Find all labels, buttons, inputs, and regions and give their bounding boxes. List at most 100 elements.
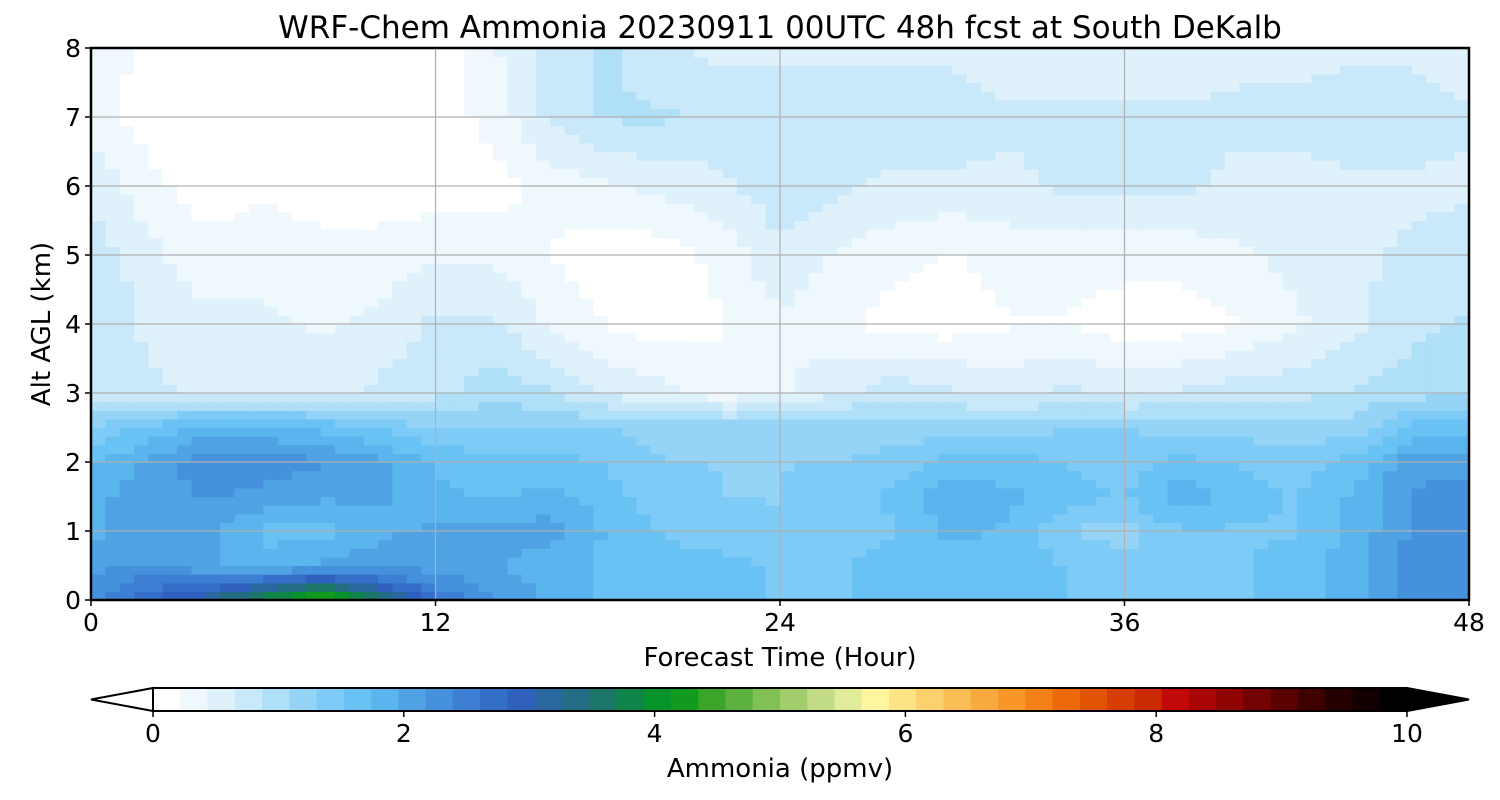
heatmap-cell xyxy=(435,229,451,239)
heatmap-cell xyxy=(205,548,221,558)
heatmap-cell xyxy=(363,194,379,204)
heatmap-cell xyxy=(1124,531,1140,541)
heatmap-cell xyxy=(105,496,121,506)
heatmap-cell xyxy=(1339,418,1355,429)
heatmap-cell xyxy=(1124,263,1140,273)
heatmap-cell xyxy=(1196,496,1212,506)
heatmap-cell xyxy=(363,591,379,601)
heatmap-cell xyxy=(923,418,939,429)
heatmap-cell xyxy=(880,306,896,316)
heatmap-cell xyxy=(449,384,465,394)
heatmap-cell xyxy=(335,194,350,204)
heatmap-cell xyxy=(1196,487,1212,498)
heatmap-cell xyxy=(119,186,135,196)
heatmap-cell xyxy=(148,410,164,420)
heatmap-cell xyxy=(220,349,236,360)
heatmap-cell xyxy=(1110,306,1126,316)
heatmap-cell xyxy=(823,384,839,394)
heatmap-cell xyxy=(679,289,695,299)
heatmap-cell xyxy=(751,496,767,506)
heatmap-cell xyxy=(1024,289,1039,299)
heatmap-cell xyxy=(1411,548,1427,558)
heatmap-cell xyxy=(866,160,882,170)
heatmap-cell xyxy=(1311,263,1327,273)
heatmap-cell xyxy=(1181,401,1197,411)
heatmap-cell xyxy=(722,513,738,523)
heatmap-cell xyxy=(550,168,566,178)
heatmap-cell xyxy=(579,401,594,411)
heatmap-cell xyxy=(507,418,523,429)
heatmap-cell xyxy=(564,487,580,498)
heatmap-cell xyxy=(1110,496,1126,506)
heatmap-cell xyxy=(205,255,221,265)
heatmap-cell xyxy=(521,186,537,196)
heatmap-cell xyxy=(406,384,422,394)
heatmap-cell xyxy=(722,522,738,532)
heatmap-cell xyxy=(636,436,652,446)
heatmap-cell xyxy=(1253,220,1269,230)
heatmap-cell xyxy=(1397,401,1413,411)
heatmap-cell xyxy=(1368,358,1384,368)
heatmap-cell xyxy=(1181,582,1197,592)
heatmap-cell xyxy=(1196,220,1212,230)
heatmap-cell xyxy=(1382,582,1398,592)
heatmap-cell xyxy=(780,410,795,420)
heatmap-cell xyxy=(335,418,350,429)
heatmap-cell xyxy=(449,582,465,592)
heatmap-cell xyxy=(464,582,480,592)
heatmap-cell xyxy=(1411,272,1427,282)
heatmap-cell xyxy=(263,263,279,273)
heatmap-cell xyxy=(1382,401,1398,411)
heatmap-cell xyxy=(464,349,480,360)
heatmap-cell xyxy=(794,591,810,601)
heatmap-cell xyxy=(550,341,566,351)
heatmap-cell xyxy=(435,401,451,411)
heatmap-cell xyxy=(679,496,695,506)
heatmap-cell xyxy=(507,263,523,273)
heatmap-cell xyxy=(521,513,537,523)
heatmap-cell xyxy=(105,211,121,222)
heatmap-cell xyxy=(1268,237,1283,247)
heatmap-cell xyxy=(837,548,853,558)
heatmap-cell xyxy=(1268,539,1283,549)
heatmap-cell xyxy=(320,427,336,437)
heatmap-cell xyxy=(765,462,781,472)
heatmap-cell xyxy=(837,393,853,403)
heatmap-cell xyxy=(507,272,523,282)
heatmap-cell xyxy=(1425,177,1441,187)
heatmap-cell xyxy=(1181,324,1197,334)
heatmap-cell xyxy=(1024,203,1039,213)
heatmap-cell xyxy=(937,487,953,498)
heatmap-cell xyxy=(909,427,925,437)
heatmap-cell xyxy=(134,462,150,472)
heatmap-cell xyxy=(1425,186,1441,196)
heatmap-cell xyxy=(162,453,178,463)
heatmap-cell xyxy=(291,246,307,256)
heatmap-cell xyxy=(622,444,638,454)
heatmap-cell xyxy=(177,444,193,454)
heatmap-cell xyxy=(162,332,178,342)
heatmap-cell xyxy=(851,203,867,213)
heatmap-cell xyxy=(1425,470,1441,480)
heatmap-cell xyxy=(607,470,623,480)
heatmap-cell xyxy=(851,280,867,291)
heatmap-cell xyxy=(1024,531,1039,541)
heatmap-cell xyxy=(880,211,896,222)
heatmap-cell xyxy=(435,427,451,437)
heatmap-cell xyxy=(1095,229,1111,239)
heatmap-cell xyxy=(980,315,996,325)
heatmap-cell xyxy=(880,220,896,230)
heatmap-cell xyxy=(507,548,523,558)
heatmap-cell xyxy=(622,289,638,299)
heatmap-cell xyxy=(550,306,566,316)
heatmap-cell xyxy=(1210,393,1226,403)
heatmap-cell xyxy=(205,246,221,256)
heatmap-cell xyxy=(449,186,465,196)
heatmap-cell xyxy=(306,505,322,515)
heatmap-cell xyxy=(1024,505,1039,515)
heatmap-cell xyxy=(1196,565,1212,575)
heatmap-cell xyxy=(392,479,408,489)
heatmap-cell xyxy=(1454,332,1470,342)
heatmap-cell xyxy=(736,582,752,592)
heatmap-cell xyxy=(449,246,465,256)
